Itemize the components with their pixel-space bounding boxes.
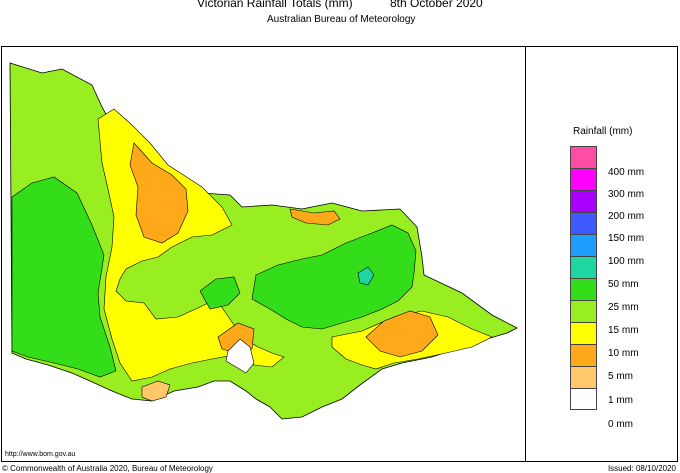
map-frame bbox=[1, 46, 678, 462]
legend-swatch-100 bbox=[570, 234, 597, 256]
victoria-rainfall-map bbox=[9, 62, 518, 420]
legend-swatch-25 bbox=[570, 278, 597, 300]
legend-label: 1 mm bbox=[608, 395, 633, 406]
footer-url: http://www.bom.gov.au bbox=[5, 451, 76, 458]
legend-label: 10 mm bbox=[608, 348, 639, 359]
title-date: 8th October 2020 bbox=[390, 0, 483, 10]
map-subtitle: Australian Bureau of Meteorology bbox=[267, 14, 416, 25]
legend-title: Rainfall (mm) bbox=[573, 126, 633, 137]
map-title: Victorian Rainfall Totals (mm) 8th Octob… bbox=[197, 0, 483, 10]
legend-label: 15 mm bbox=[608, 325, 639, 336]
legend-swatch-1 bbox=[570, 366, 597, 388]
legend-swatch-300 bbox=[570, 168, 597, 190]
legend-swatch-200 bbox=[570, 190, 597, 212]
rain-25mm-west bbox=[11, 176, 117, 378]
rain-5mm-east bbox=[365, 310, 439, 358]
rain-5mm-northwest bbox=[129, 142, 189, 244]
legend-swatch-150 bbox=[570, 212, 597, 234]
rain-25mm-central bbox=[251, 224, 417, 330]
legend-label: 25 mm bbox=[608, 302, 639, 313]
port-phillip-bay bbox=[225, 338, 255, 374]
rain-5mm-northeast bbox=[289, 208, 341, 226]
legend-label: 50 mm bbox=[608, 279, 639, 290]
legend-label: 5 mm bbox=[608, 371, 633, 382]
legend-swatches bbox=[570, 146, 597, 410]
legend-label: 150 mm bbox=[608, 233, 645, 244]
legend-swatch-50 bbox=[570, 256, 597, 278]
legend-divider bbox=[525, 46, 526, 462]
legend-swatch-15 bbox=[570, 300, 597, 322]
rain-1mm-southwest bbox=[141, 380, 171, 402]
legend-label: 200 mm bbox=[608, 211, 645, 222]
footer-issued: Issued: 08/10/2020 bbox=[607, 464, 676, 473]
legend-swatch-0 bbox=[570, 388, 597, 410]
legend-label: 400 mm bbox=[608, 167, 645, 178]
legend-label: 0 mm bbox=[608, 419, 633, 430]
legend-swatch-400 bbox=[570, 146, 597, 168]
rain-50mm-spot bbox=[357, 266, 375, 286]
legend-label: 100 mm bbox=[608, 256, 645, 267]
legend-swatch-10 bbox=[570, 322, 597, 344]
title-text: Victorian Rainfall Totals (mm) bbox=[197, 0, 353, 10]
footer-copyright: © Commonwealth of Australia 2020, Bureau… bbox=[2, 464, 213, 473]
legend-label: 300 mm bbox=[608, 189, 645, 200]
legend-swatch-5 bbox=[570, 344, 597, 366]
rain-25mm-mid bbox=[199, 276, 241, 310]
